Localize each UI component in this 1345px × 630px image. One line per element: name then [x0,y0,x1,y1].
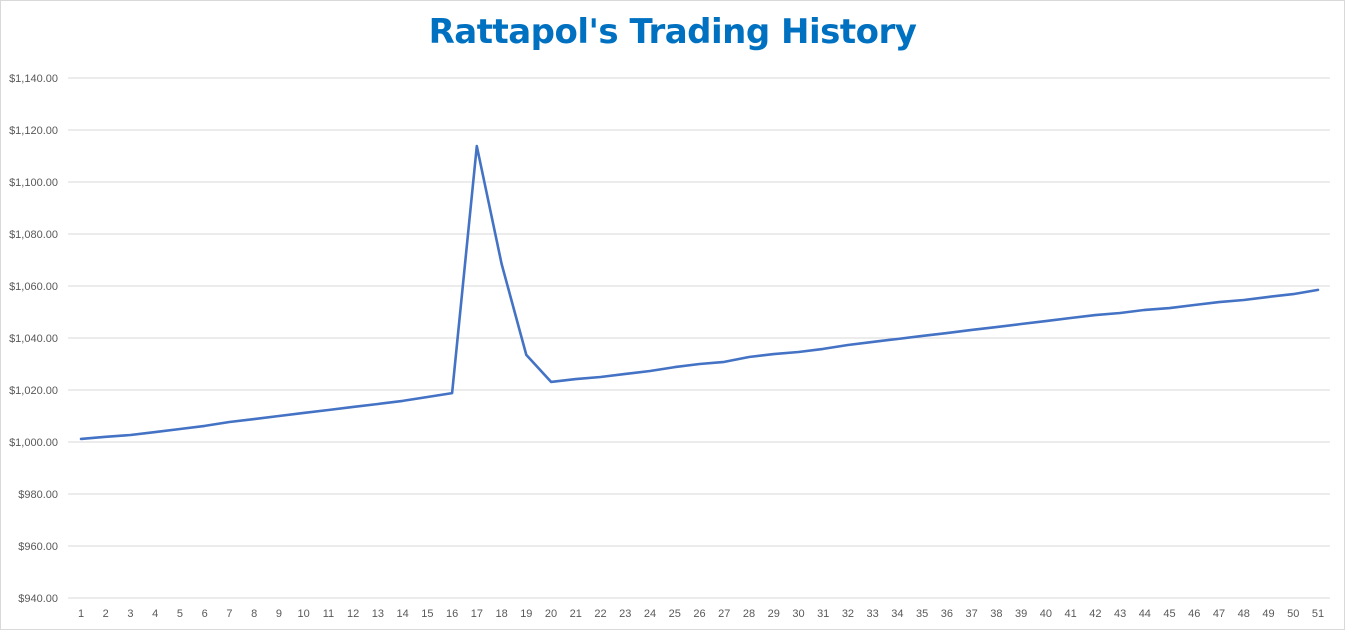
x-tick-label: 41 [1064,608,1076,620]
x-tick-label: 31 [817,608,829,620]
x-tick-label: 16 [446,608,458,620]
y-tick-label: $1,040.00 [9,333,58,345]
y-tick-label: $940.00 [18,593,58,605]
x-tick-label: 9 [276,608,282,620]
x-tick-label: 30 [792,608,804,620]
x-tick-label: 45 [1163,608,1175,620]
x-tick-label: 19 [520,608,532,620]
x-tick-label: 50 [1287,608,1299,620]
chart-title: Rattapol's Trading History [428,12,917,52]
x-tick-label: 28 [743,608,755,620]
x-tick-label: 51 [1312,608,1324,620]
x-tick-label: 21 [570,608,582,620]
x-tick-label: 18 [495,608,507,620]
x-tick-label: 5 [177,608,183,620]
x-tick-label: 40 [1040,608,1052,620]
y-tick-label: $1,020.00 [9,385,58,397]
x-tick-label: 1 [78,608,84,620]
x-tick-label: 32 [842,608,854,620]
x-tick-label: 29 [768,608,780,620]
y-tick-label: $1,140.00 [9,73,58,85]
x-axis-labels: 1 2 3 4 5 6 7 8 9 10 11 12 13 14 15 16 17 18 19 20 21 22 23 24 2… [78,608,1324,620]
x-tick-label: 23 [619,608,631,620]
x-tick-label: 27 [718,608,730,620]
x-tick-label: 13 [372,608,384,620]
x-tick-label: 8 [251,608,257,620]
y-tick-label: $980.00 [18,489,58,501]
x-tick-label: 35 [916,608,928,620]
x-tick-label: 12 [347,608,359,620]
x-tick-label: 3 [127,608,133,620]
x-tick-label: 33 [867,608,879,620]
x-tick-label: 22 [594,608,606,620]
y-axis-labels: $940.00 $960.00 $980.00 $1,000.00 $1,020.00 $… [9,73,58,605]
x-tick-label: 10 [298,608,310,620]
x-tick-label: 36 [941,608,953,620]
x-tick-label: 14 [396,608,408,620]
x-tick-label: 17 [471,608,483,620]
x-tick-label: 25 [669,608,681,620]
x-tick-label: 37 [966,608,978,620]
x-tick-label: 39 [1015,608,1027,620]
x-tick-label: 6 [202,608,208,620]
gridlines [68,77,1330,599]
y-tick-label: $1,060.00 [9,281,58,293]
y-tick-label: $1,100.00 [9,177,58,189]
x-tick-label: 34 [891,608,903,620]
x-tick-label: 48 [1238,608,1250,620]
y-tick-label: $1,000.00 [9,437,58,449]
x-tick-label: 11 [323,608,334,620]
balance-line [79,144,1320,441]
x-tick-label: 49 [1262,608,1274,620]
x-tick-label: 2 [103,608,109,620]
y-tick-label: $960.00 [18,541,58,553]
x-tick-label: 15 [421,608,433,620]
x-tick-label: 43 [1114,608,1126,620]
x-tick-label: 20 [545,608,557,620]
x-tick-label: 7 [226,608,232,620]
y-tick-label: $1,120.00 [9,125,58,137]
x-tick-label: 38 [990,608,1002,620]
x-tick-label: 24 [644,608,656,620]
x-tick-label: 44 [1139,608,1151,620]
x-tick-label: 26 [693,608,705,620]
x-tick-label: 42 [1089,608,1101,620]
y-tick-label: $1,080.00 [9,229,58,241]
x-tick-label: 47 [1213,608,1225,620]
x-tick-label: 4 [152,608,158,620]
x-tick-label: 46 [1188,608,1200,620]
